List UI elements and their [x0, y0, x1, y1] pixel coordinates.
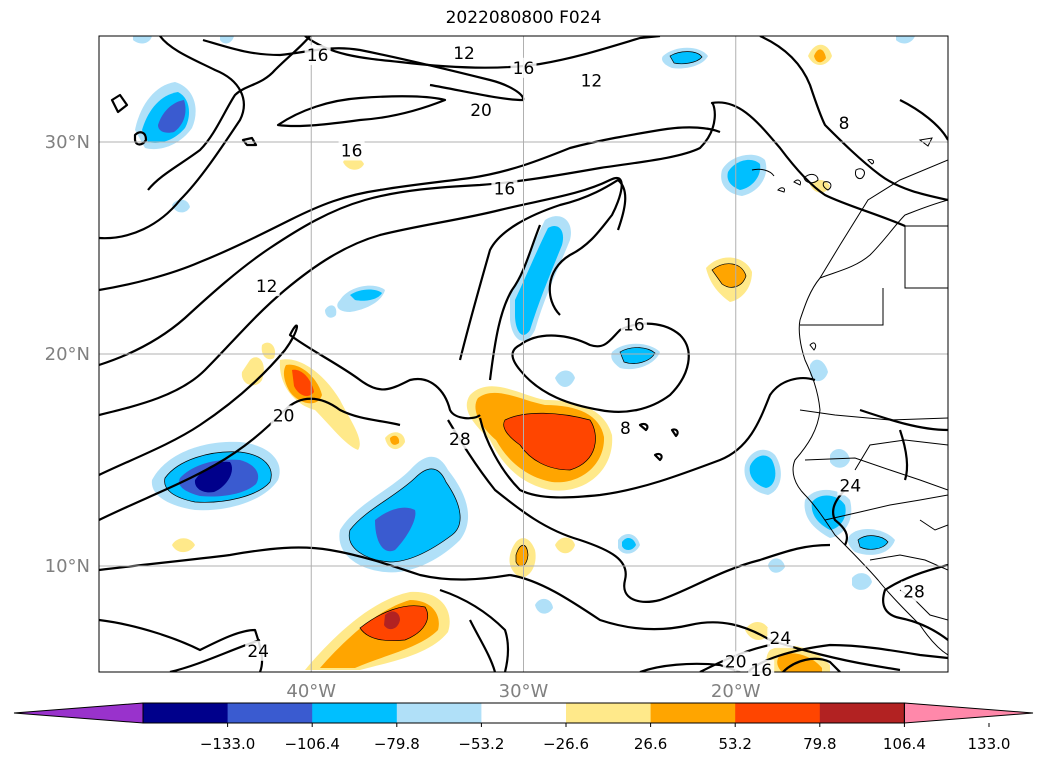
- colorbar-tick-label: −53.2: [458, 735, 504, 753]
- colorbar-tick-label: −26.6: [543, 735, 589, 753]
- colorbar-extend-min: [13, 702, 144, 724]
- contour-label: 16: [750, 661, 772, 681]
- contour-label: 16: [623, 315, 645, 335]
- contour-label-bg: [245, 640, 272, 661]
- colorbar-frame: [142, 702, 905, 724]
- contour-label: 20: [273, 406, 295, 426]
- contour-label: 24: [247, 642, 269, 662]
- contour-label: 16: [513, 59, 535, 79]
- contour-label: 8: [620, 419, 631, 439]
- contour-label-bg: [270, 405, 297, 426]
- colorbar-tick-label: 26.6: [634, 735, 667, 753]
- y-tick-label: 20°N: [45, 344, 90, 365]
- contour-label-bg: [901, 581, 928, 602]
- contour-label-bg: [748, 659, 775, 680]
- colorbar-tick-label: 79.8: [803, 735, 836, 753]
- y-tick-label: 10°N: [45, 556, 90, 577]
- contour-label: 28: [903, 582, 925, 602]
- coastline-layer: [751, 137, 948, 656]
- contour-label: 12: [256, 277, 278, 297]
- axis-tick-labels: 40°W 30°W 20°W 30°N 20°N 10°N: [45, 132, 761, 702]
- colorbar-segment: [396, 703, 482, 723]
- colorbar-tick-label: −133.0: [200, 735, 256, 753]
- colorbar-segment: [227, 703, 313, 723]
- contour-label: 20: [470, 101, 492, 121]
- colorbar-segment: [650, 703, 736, 723]
- contour-label-bg: [451, 42, 478, 63]
- colorbar-segment: [312, 703, 398, 723]
- contour-label-bg: [767, 628, 794, 649]
- contour-label-bg: [253, 276, 280, 297]
- contour-label: 24: [770, 629, 792, 649]
- contour-label-bg: [510, 57, 537, 78]
- shaded-anomaly-layer: [133, 36, 915, 672]
- colorbar-segment: [481, 703, 567, 723]
- contour-label: 28: [449, 430, 471, 450]
- contour-label: 20: [725, 652, 747, 672]
- contour-label-bg: [578, 70, 605, 91]
- colorbar-segment: [143, 703, 229, 723]
- contour-label-bg: [617, 418, 633, 439]
- chart-title: 2022080800 F024: [445, 8, 602, 28]
- colorbar-tick-label: −79.8: [374, 735, 420, 753]
- colorbar-segment: [735, 703, 821, 723]
- grid-lines: [99, 36, 948, 672]
- contour-label: 16: [341, 141, 363, 161]
- contour-label: 16: [307, 46, 329, 66]
- contour-label-bg: [468, 100, 495, 121]
- contour-label: 8: [839, 114, 850, 134]
- y-tick-label: 30°N: [45, 132, 90, 153]
- colorbar-segment: [819, 703, 905, 723]
- contour-label: 12: [453, 44, 475, 64]
- contour-label-bg: [837, 475, 864, 496]
- colorbar-tick-label: 133.0: [968, 735, 1011, 753]
- plot-frame: [98, 35, 949, 673]
- contour-label-bg: [491, 178, 518, 199]
- colorbar-tick-label: −106.4: [284, 735, 340, 753]
- contour-label: 16: [494, 180, 516, 200]
- contour-label: 12: [581, 72, 603, 92]
- contour-label-bg: [722, 651, 749, 672]
- colorbar-extend-max: [903, 702, 1034, 724]
- contour-label-bg: [620, 314, 647, 335]
- contour-label-bg: [338, 140, 365, 161]
- contour-label-bg: [836, 112, 852, 133]
- contour-label-bg: [304, 45, 331, 66]
- colorbar-segment: [566, 703, 652, 723]
- contour-label-bg: [446, 428, 473, 449]
- colorbar-tick-label: 106.4: [883, 735, 926, 753]
- x-tick-label: 30°W: [499, 681, 549, 702]
- x-tick-label: 20°W: [711, 681, 761, 702]
- colorbar-tick-label: 53.2: [718, 735, 751, 753]
- x-tick-label: 40°W: [286, 681, 336, 702]
- contour-label: 24: [840, 476, 862, 496]
- colorbar: −133.0 −106.4 −79.8 −53.2 −26.6 26.6 53.2 79.8 1…: [13, 702, 1034, 753]
